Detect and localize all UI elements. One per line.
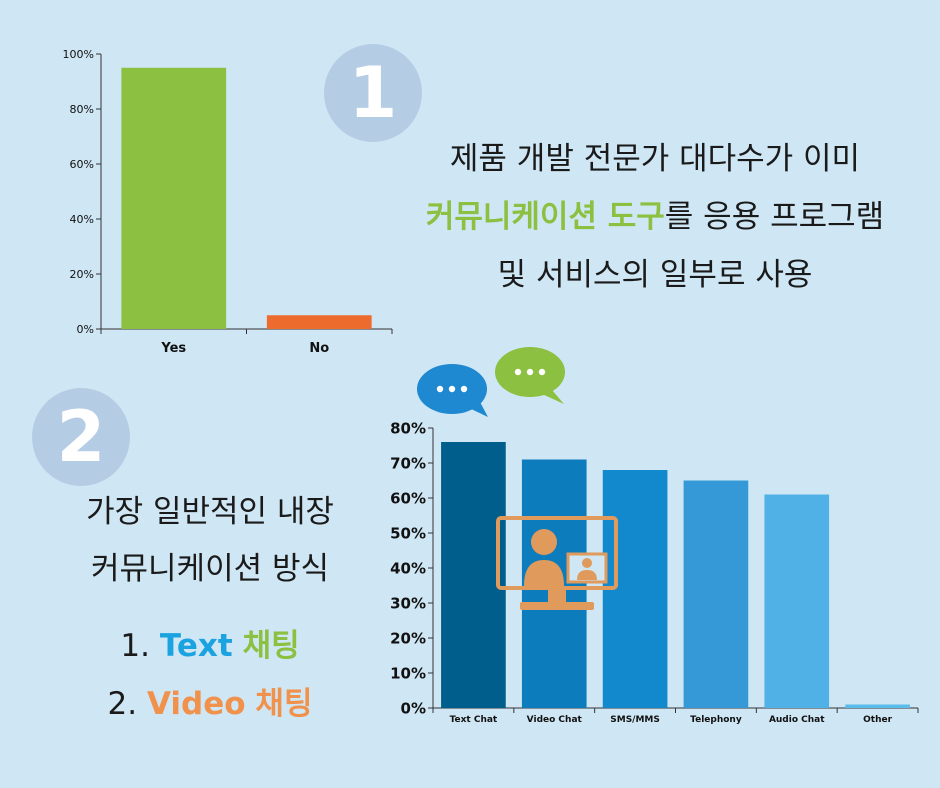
y-tick-label: 10% <box>390 664 426 682</box>
bar <box>441 442 506 708</box>
list-item-number: 2. <box>107 686 138 722</box>
x-tick-label: Text Chat <box>450 715 498 725</box>
chart-communication-methods: 0% 10% 20% 30% 40% 50% 60% 70% 80% Text Chat Video… <box>390 419 919 725</box>
section2-list: 1. Text 채팅 2. Video 채팅 <box>40 617 380 733</box>
section1-line3: 및 서비스의 일부로 사용 <box>497 257 813 293</box>
bar <box>845 704 910 708</box>
bar <box>121 67 227 329</box>
list-item-text-ko: 채팅 <box>242 628 300 664</box>
list-item-number: 1. <box>120 628 150 664</box>
section2-line2: 커뮤니케이션 방식 <box>90 551 329 587</box>
y-tick-label: 0% <box>77 323 94 336</box>
x-tick-label: Video Chat <box>527 715 583 725</box>
list-item-text-ko: 채팅 <box>255 686 313 722</box>
y-tick-label: 70% <box>390 454 426 472</box>
speech-bubble-icon <box>417 347 565 417</box>
section-number-2: 2 <box>32 388 130 486</box>
section-number-1-label: 1 <box>348 52 398 134</box>
x-tick-label: No <box>309 341 329 356</box>
y-tick-label: 20% <box>390 629 426 647</box>
section1-line2-rest: 를 응용 프로그램 <box>664 199 885 235</box>
list-item-text-en: Text <box>159 628 233 664</box>
bar <box>266 315 372 329</box>
x-tick-label: Yes <box>160 341 186 356</box>
y-tick-label: 50% <box>390 524 426 542</box>
video-monitor-icon <box>496 516 618 610</box>
section1-line1: 제품 개발 전문가 대다수가 이미 <box>449 141 861 177</box>
section2-line1: 가장 일반적인 내장 <box>86 494 334 530</box>
list-item-text-en: Video <box>146 686 246 722</box>
section1-line2: 커뮤니케이션 도구를 응용 프로그램 <box>385 188 925 246</box>
y-tick-label: 0% <box>401 699 426 717</box>
y-tick-label: 100% <box>63 48 94 61</box>
y-tick-label: 80% <box>390 419 426 437</box>
x-tick-label: Other <box>863 715 892 725</box>
bar <box>683 480 749 708</box>
section2-headline: 가장 일반적인 내장 커뮤니케이션 방식 <box>40 484 380 598</box>
y-tick-label: 20% <box>70 268 94 281</box>
x-tick-label: SMS/MMS <box>610 715 660 725</box>
section1-headline: 제품 개발 전문가 대다수가 이미 커뮤니케이션 도구를 응용 프로그램 및 서… <box>385 130 925 304</box>
section-number-2-label: 2 <box>56 396 106 478</box>
chart-yes-no: 0% 20% 40% 60% 80% 100% Yes No <box>63 48 393 356</box>
y-tick-label: 80% <box>70 103 94 116</box>
list-item: 1. Text 채팅 <box>40 617 380 675</box>
section1-highlight: 커뮤니케이션 도구 <box>425 199 665 235</box>
y-tick-label: 40% <box>390 559 426 577</box>
y-tick-label: 60% <box>390 489 426 507</box>
y-tick-label: 40% <box>70 213 94 226</box>
list-item: 2. Video 채팅 <box>40 675 380 733</box>
y-tick-label: 60% <box>70 158 94 171</box>
section-number-1: 1 <box>324 44 422 142</box>
y-tick-label: 30% <box>390 594 426 612</box>
x-tick-label: Telephony <box>690 715 742 725</box>
x-tick-label: Audio Chat <box>769 715 825 725</box>
bar <box>764 494 830 708</box>
